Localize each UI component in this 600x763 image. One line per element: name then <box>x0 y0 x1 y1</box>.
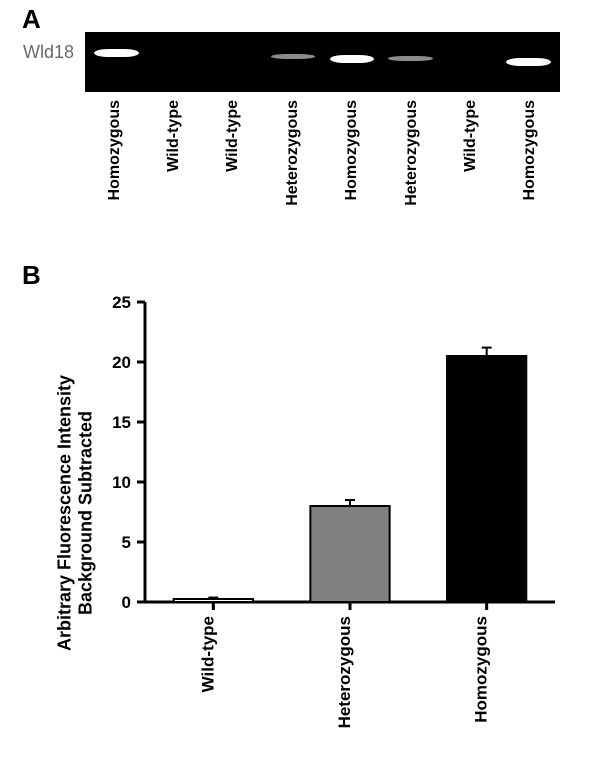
gel-lane-label: Heterozygous <box>382 100 441 260</box>
gel-lane <box>323 34 382 90</box>
gel-lane-label: Homozygous <box>323 100 382 260</box>
y-axis-label-line1: Arbitrary Fluorescence Intensity <box>54 375 74 651</box>
gel-lane-label: Wild-type <box>441 100 500 260</box>
y-tick-label: 20 <box>112 353 131 372</box>
gel-band <box>388 56 433 61</box>
gel-lane <box>87 34 146 90</box>
gel-lane-label: Heterozygous <box>263 100 322 260</box>
panel-a-label: A <box>22 4 41 35</box>
chart-y-axis-label: Arbitrary Fluorescence Intensity Backgro… <box>55 292 95 752</box>
bar-x-label: Homozygous <box>472 616 491 723</box>
gel-image <box>85 32 560 92</box>
bar-x-label: Heterozygous <box>335 616 354 728</box>
panel-b-label: B <box>22 260 41 291</box>
y-tick-label: 10 <box>112 473 131 492</box>
gel-lane-label: Homozygous <box>85 100 144 260</box>
gel-row-label: Wld18 <box>23 42 74 63</box>
y-tick-label: 15 <box>112 413 131 432</box>
gel-lane <box>264 34 323 90</box>
gel-lane <box>499 34 558 90</box>
y-tick-label: 5 <box>122 533 131 552</box>
gel-band <box>506 58 551 66</box>
gel-lane <box>146 34 205 90</box>
bar <box>447 356 526 602</box>
gel-lane-label: Wild-type <box>144 100 203 260</box>
bar-x-label: Wild-type <box>198 616 217 692</box>
y-tick-label: 25 <box>112 293 131 312</box>
gel-lane <box>381 34 440 90</box>
bar-chart-svg: 0 5 10 15 20 25 Wild-type Heterozygous Homozygou… <box>55 292 575 752</box>
gel-lane-label: Wild-type <box>204 100 263 260</box>
gel-lane <box>440 34 499 90</box>
fluorescence-bar-chart: Arbitrary Fluorescence Intensity Backgro… <box>55 292 575 752</box>
gel-band <box>94 49 139 57</box>
gel-band <box>271 54 316 59</box>
y-tick-label: 0 <box>122 593 131 612</box>
gel-band <box>330 55 375 63</box>
y-axis-label-line2: Background Subtracted <box>75 411 95 615</box>
gel-lane-labels: HomozygousWild-typeWild-typeHeterozygous… <box>85 100 560 260</box>
bar <box>174 599 253 602</box>
gel-lane-label: Homozygous <box>501 100 560 260</box>
bar <box>310 506 389 602</box>
gel-lane <box>205 34 264 90</box>
